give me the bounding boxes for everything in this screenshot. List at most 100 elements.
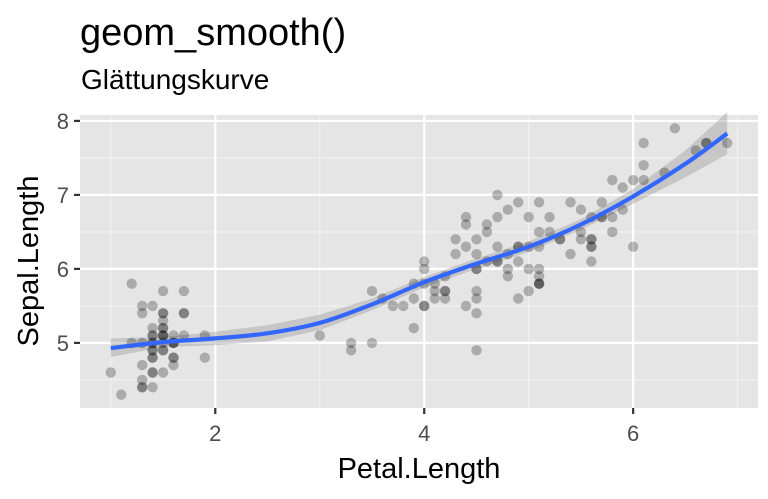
- data-point: [157, 345, 169, 356]
- data-point: [157, 308, 169, 319]
- data-point: [178, 330, 190, 341]
- data-point: [502, 263, 513, 275]
- data-point: [157, 285, 169, 297]
- data-point: [168, 359, 179, 371]
- data-point: [157, 322, 169, 334]
- data-point: [502, 271, 513, 282]
- data-point: [408, 322, 419, 334]
- chart-subtitle: Glättungskurve: [81, 64, 270, 95]
- data-point: [533, 197, 545, 208]
- data-point: [523, 285, 534, 297]
- y-tick-label: 5: [57, 331, 69, 356]
- x-tick-label: 4: [418, 421, 430, 446]
- data-point: [157, 330, 169, 341]
- data-point: [607, 226, 618, 238]
- data-point: [345, 345, 357, 356]
- data-point: [147, 367, 158, 378]
- data-point: [137, 308, 148, 319]
- data-point: [513, 197, 524, 208]
- data-point: [366, 337, 378, 349]
- data-point: [178, 308, 190, 319]
- data-point: [157, 330, 169, 341]
- data-point: [345, 337, 357, 349]
- y-tick-labels: 5 6 7 8: [57, 109, 69, 356]
- data-point: [137, 382, 148, 393]
- data-point: [137, 374, 148, 386]
- data-point: [147, 367, 158, 378]
- data-point: [533, 271, 545, 282]
- data-point: [502, 204, 513, 215]
- data-point: [722, 137, 733, 149]
- data-point: [586, 241, 597, 252]
- y-tick-label: 6: [57, 257, 69, 282]
- data-point: [460, 300, 472, 312]
- data-point: [565, 248, 576, 260]
- data-point: [481, 219, 493, 230]
- data-point: [628, 174, 639, 186]
- data-point: [147, 322, 158, 334]
- data-point: [471, 293, 482, 304]
- data-point: [137, 300, 148, 312]
- data-point: [523, 211, 534, 223]
- data-point: [565, 197, 576, 208]
- data-point: [178, 285, 190, 297]
- minor-gridlines: [80, 115, 758, 408]
- data-point: [533, 226, 545, 238]
- y-axis-title: Sepal.Length: [13, 176, 45, 347]
- chart-title: geom_smooth(): [80, 12, 347, 54]
- data-point: [492, 241, 503, 252]
- data-point: [429, 293, 440, 304]
- data-point: [157, 345, 169, 356]
- data-point: [147, 352, 158, 363]
- data-point: [607, 174, 618, 186]
- y-tick-label: 8: [57, 109, 69, 134]
- data-point: [408, 293, 419, 304]
- x-tick-label: 2: [209, 421, 221, 446]
- x-tick-labels: 2 4 6: [209, 421, 639, 446]
- data-point: [157, 322, 169, 334]
- data-point: [439, 293, 451, 304]
- data-point: [533, 263, 545, 275]
- data-point: [481, 226, 493, 238]
- data-point: [147, 382, 158, 393]
- y-tick-label: 7: [57, 183, 69, 208]
- data-point: [137, 382, 148, 393]
- data-point: [450, 248, 461, 260]
- data-point: [460, 211, 472, 223]
- data-point: [157, 308, 169, 319]
- data-point: [471, 285, 482, 297]
- data-point: [492, 211, 503, 223]
- data-point: [492, 189, 503, 201]
- data-point: [544, 226, 555, 238]
- data-point: [168, 352, 179, 363]
- data-point: [199, 352, 210, 363]
- data-point: [168, 352, 179, 363]
- data-point: [586, 241, 597, 252]
- data-point: [168, 330, 179, 341]
- data-point: [575, 204, 587, 215]
- data-point: [398, 300, 409, 312]
- data-point: [116, 389, 127, 400]
- data-point: [366, 285, 378, 297]
- data-point: [450, 234, 461, 245]
- data-point: [471, 234, 482, 245]
- data-point: [157, 315, 169, 326]
- data-point: [460, 219, 472, 230]
- data-point: [596, 197, 607, 208]
- data-point: [471, 345, 482, 356]
- data-point: [178, 308, 190, 319]
- data-point: [617, 182, 628, 193]
- data-point: [419, 300, 430, 312]
- x-axis-title: Petal.Length: [338, 453, 501, 485]
- plot-panel: [80, 115, 758, 408]
- data-point: [439, 285, 451, 297]
- data-point: [126, 278, 137, 289]
- data-point: [105, 367, 117, 378]
- data-point: [419, 256, 430, 267]
- data-point: [137, 359, 148, 371]
- major-gridlines: [80, 115, 758, 408]
- data-point: [533, 278, 545, 289]
- data-point: [387, 300, 399, 312]
- data-point: [429, 285, 440, 297]
